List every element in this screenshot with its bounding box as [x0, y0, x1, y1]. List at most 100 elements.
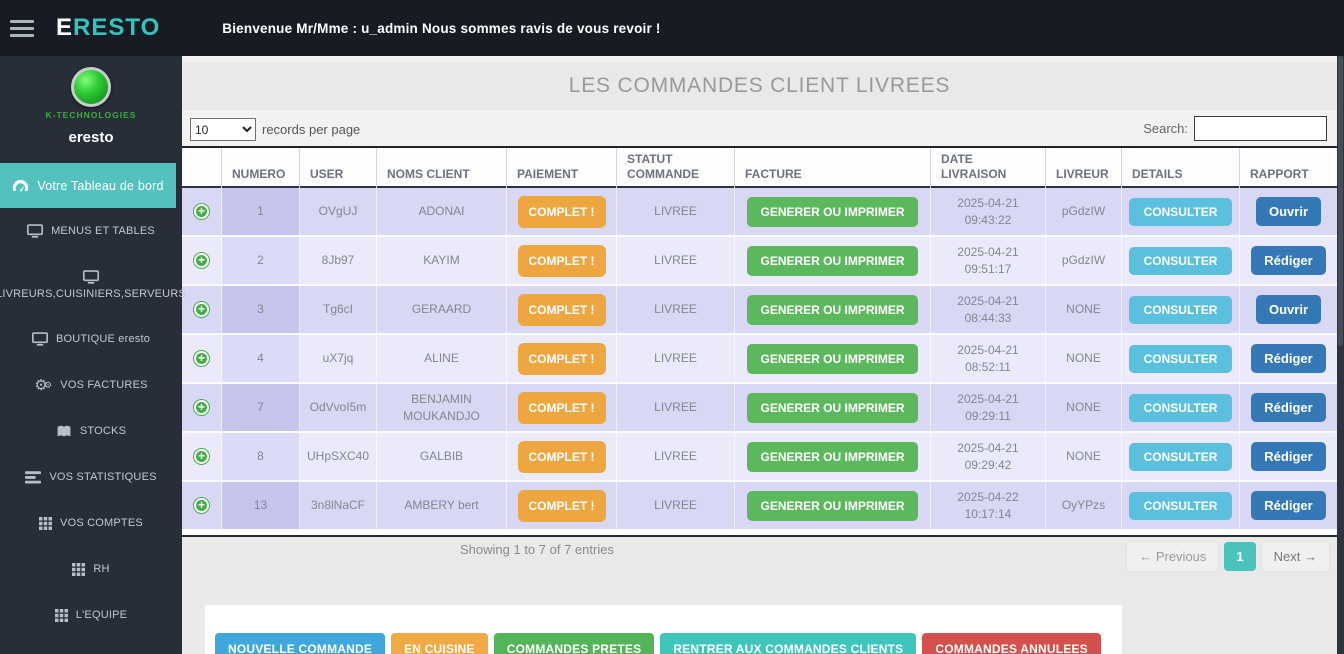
paiement-complet-button[interactable]: COMPLET !: [517, 293, 606, 326]
hamburger-menu-icon[interactable]: [10, 19, 34, 37]
generer-imprimer-button[interactable]: GENERER OU IMPRIMER: [747, 245, 918, 276]
next-page-button[interactable]: Next →: [1260, 541, 1330, 572]
consulter-button[interactable]: CONSULTER: [1128, 393, 1233, 422]
rapport-button[interactable]: Rédiger: [1251, 442, 1326, 471]
action-commandes-annulees[interactable]: COMMANDES ANNULEES: [922, 633, 1101, 654]
paiement-cell: COMPLET !: [507, 237, 617, 284]
rapport-button[interactable]: Ouvrir: [1255, 197, 1321, 226]
vertical-scrollbar[interactable]: [1337, 56, 1344, 654]
list-icon: [25, 470, 42, 484]
details-cell: CONSULTER: [1122, 286, 1240, 333]
scrollbar-thumb[interactable]: [1338, 56, 1343, 346]
action-en-cuisine[interactable]: EN CUISINE: [391, 633, 488, 654]
generer-imprimer-button[interactable]: GENERER OU IMPRIMER: [747, 392, 918, 423]
column-header-details[interactable]: DETAILS: [1122, 148, 1240, 189]
generer-imprimer-button[interactable]: GENERER OU IMPRIMER: [747, 196, 918, 227]
generer-imprimer-button[interactable]: GENERER OU IMPRIMER: [747, 343, 918, 374]
action-rentrer-aux-commandes-clients[interactable]: RENTRER AUX COMMANDES CLIENTS: [660, 633, 917, 654]
user-cell: 8Jb97: [300, 237, 377, 284]
expand-plus-icon[interactable]: +: [194, 204, 209, 219]
table-controls: 10 records per page Search:: [182, 115, 1337, 145]
rapport-button[interactable]: Rédiger: [1251, 491, 1326, 520]
expand-plus-icon[interactable]: +: [194, 400, 209, 415]
monitor-icon: [31, 331, 48, 347]
column-header-date-livraison[interactable]: DATE LIVRAISON: [931, 148, 1046, 189]
expand-plus-icon[interactable]: +: [194, 302, 209, 317]
sidebar-item-vos-comptes[interactable]: VOS COMPTES: [0, 500, 182, 546]
consulter-button[interactable]: CONSULTER: [1128, 246, 1233, 275]
sidebar-item-votre-tableau-de-bord[interactable]: Votre Tableau de bord: [0, 163, 176, 208]
column-header-user[interactable]: USER: [300, 148, 377, 189]
consulter-button[interactable]: CONSULTER: [1128, 344, 1233, 373]
consulter-button[interactable]: CONSULTER: [1128, 295, 1233, 324]
livreur-cell: pGdzIW: [1046, 237, 1122, 284]
expand-cell: +: [182, 482, 222, 529]
paiement-complet-button[interactable]: COMPLET !: [517, 195, 606, 228]
generer-imprimer-button[interactable]: GENERER OU IMPRIMER: [747, 294, 918, 325]
expand-plus-icon[interactable]: +: [194, 449, 209, 464]
column-header-statut-commande[interactable]: STATUT COMMANDE: [617, 148, 735, 189]
rapport-button[interactable]: Rédiger: [1251, 344, 1326, 373]
date-livraison-cell: 2025-04-22 10:17:14: [931, 482, 1046, 529]
sidebar-item-label: STOCKS: [79, 425, 127, 437]
sidebar-item-rh[interactable]: RH: [0, 546, 182, 592]
previous-page-button[interactable]: ← Previous: [1126, 541, 1220, 572]
rapport-cell: Rédiger: [1240, 384, 1337, 431]
expand-plus-icon[interactable]: +: [194, 253, 209, 268]
paiement-cell: COMPLET !: [507, 188, 617, 235]
rapport-button[interactable]: Ouvrir: [1255, 295, 1321, 324]
paiement-complet-button[interactable]: COMPLET !: [517, 489, 606, 522]
expand-plus-icon[interactable]: +: [194, 351, 209, 366]
statut-cell: LIVREE: [617, 433, 735, 480]
monitor-icon: [83, 270, 99, 285]
action-commandes-pretes[interactable]: COMMANDES PRETES: [493, 633, 655, 654]
expand-plus-icon[interactable]: +: [194, 498, 209, 513]
consulter-button[interactable]: CONSULTER: [1128, 491, 1233, 520]
sidebar-item-vos-factures[interactable]: ⚙ ⚙ VOS FACTURES: [0, 362, 182, 408]
column-header-expand[interactable]: [182, 148, 222, 189]
page-1-button[interactable]: 1: [1224, 542, 1256, 571]
expand-cell: +: [182, 286, 222, 333]
sidebar-item-boutique-eresto[interactable]: BOUTIQUE eresto: [0, 316, 182, 362]
consulter-button[interactable]: CONSULTER: [1128, 197, 1233, 226]
livreur-cell: pGdzIW: [1046, 188, 1122, 235]
sidebar-item-l-equipe[interactable]: L'EQUIPE: [0, 592, 182, 638]
paiement-complet-button[interactable]: COMPLET !: [517, 244, 606, 277]
generer-imprimer-button[interactable]: GENERER OU IMPRIMER: [747, 441, 918, 472]
table-header-row: NUMERO USER NOMS CLIENT PAIEMENT STATUT COMM…: [182, 146, 1337, 189]
paiement-complet-button[interactable]: COMPLET !: [517, 342, 606, 375]
action-nouvelle-commande[interactable]: NOUVELLE COMMANDE: [215, 633, 386, 654]
column-header-numero[interactable]: NUMERO: [222, 148, 300, 189]
page-title: LES COMMANDES CLIENT LIVREES: [568, 74, 951, 97]
actions-row: NOUVELLE COMMANDE EN CUISINE COMMANDES PRE…: [215, 633, 1101, 654]
paiement-complet-button[interactable]: COMPLET !: [517, 391, 606, 424]
rapport-button[interactable]: Rédiger: [1251, 246, 1326, 275]
showing-entries-text: Showing 1 to 7 of 7 entries: [460, 542, 614, 557]
rapport-cell: Rédiger: [1240, 433, 1337, 480]
statut-cell: LIVREE: [617, 188, 735, 235]
expand-cell: +: [182, 237, 222, 284]
user-cell: 3n8lNaCF: [300, 482, 377, 529]
sidebar-item-stocks[interactable]: STOCKS: [0, 408, 182, 454]
sidebar-item-label: VOS COMPTES: [60, 517, 143, 529]
search-input[interactable]: [1194, 116, 1327, 141]
column-header-rapport[interactable]: RAPPORT: [1250, 167, 1309, 181]
rapport-button[interactable]: Rédiger: [1251, 393, 1326, 422]
sidebar-item-livreurs-cuisiniers-serveurs[interactable]: LIVREURS,CUISINIERS,SERVEURS: [0, 254, 186, 316]
column-header-noms-client[interactable]: NOMS CLIENT: [377, 148, 507, 189]
details-cell: CONSULTER: [1122, 384, 1240, 431]
consulter-button[interactable]: CONSULTER: [1128, 442, 1233, 471]
table-row: +8 UHpSXC40 GALBIB COMPLET ! LIVREE GENERER O…: [182, 433, 1337, 482]
column-header-livreur[interactable]: LIVREUR: [1046, 148, 1122, 189]
sidebar-item-label: RH: [93, 563, 110, 575]
client-cell: ALINE: [377, 335, 507, 382]
sidebar-item-vos-statistiques[interactable]: VOS STATISTIQUES: [0, 454, 182, 500]
sidebar-item-menus-et-tables[interactable]: MENUS ET TABLES: [0, 208, 182, 254]
generer-imprimer-button[interactable]: GENERER OU IMPRIMER: [747, 490, 918, 521]
sidebar-item-partial[interactable]: [0, 638, 182, 654]
paiement-cell: COMPLET !: [507, 433, 617, 480]
records-per-page-select[interactable]: 10: [190, 118, 256, 141]
column-header-facture[interactable]: FACTURE: [735, 148, 931, 189]
paiement-complet-button[interactable]: COMPLET !: [517, 440, 606, 473]
column-header-paiement[interactable]: PAIEMENT: [507, 148, 617, 189]
